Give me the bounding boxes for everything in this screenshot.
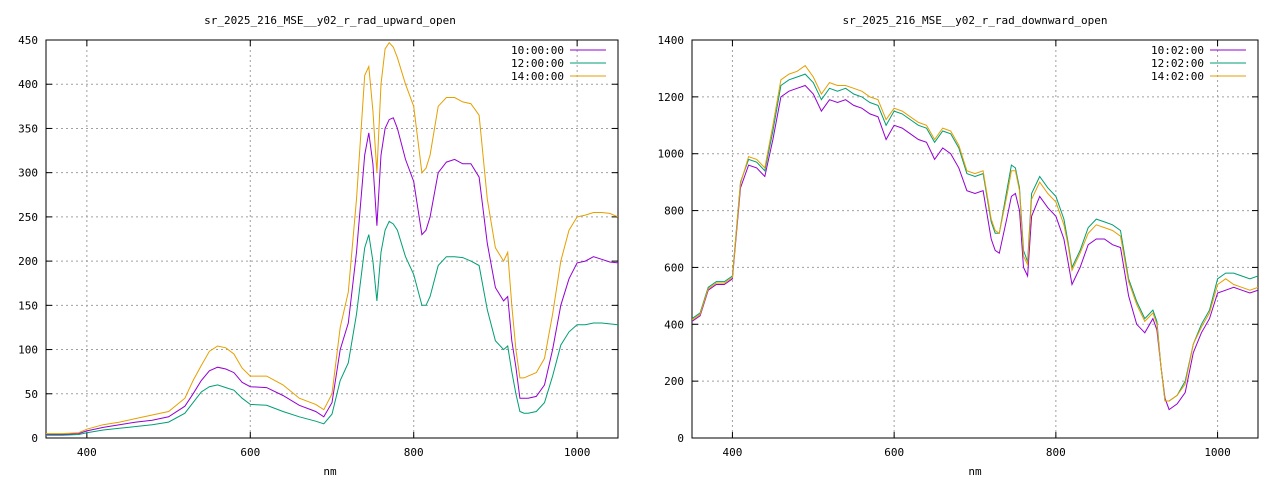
y-tick-label: 800	[664, 205, 684, 218]
x-axis-label: nm	[968, 465, 982, 478]
chart-title: sr_2025_216_MSE__y02_r_rad_upward_open	[204, 14, 456, 27]
y-tick-label: 100	[18, 344, 38, 357]
series-line-14-02-00	[692, 64, 1258, 402]
y-tick-label: 200	[664, 375, 684, 388]
x-tick-label: 400	[722, 446, 742, 459]
y-tick-label: 350	[18, 122, 38, 135]
y-tick-label: 1200	[658, 91, 685, 104]
y-tick-label: 0	[677, 432, 684, 445]
x-tick-label: 1000	[1204, 446, 1231, 459]
legend-label: 14:00:00	[511, 70, 564, 83]
chart-panel-2: sr_2025_216_MSE__y02_r_rad_downward_open…	[658, 14, 1259, 478]
y-tick-label: 400	[18, 78, 38, 91]
legend-label: 10:00:00	[511, 44, 564, 57]
x-tick-label: 400	[77, 446, 97, 459]
series-line-10-02-00	[692, 84, 1258, 411]
y-tick-label: 200	[18, 255, 38, 268]
y-tick-label: 1000	[658, 148, 685, 161]
series-line-10-00-00	[46, 117, 618, 435]
plot-frame	[691, 39, 1259, 439]
series-line-12-02-00	[692, 73, 1258, 402]
legend-label: 14:02:00	[1151, 70, 1204, 83]
y-tick-label: 150	[18, 299, 38, 312]
y-tick-label: 300	[18, 167, 38, 180]
x-tick-label: 800	[404, 446, 424, 459]
x-tick-label: 600	[240, 446, 260, 459]
chart-title: sr_2025_216_MSE__y02_r_rad_downward_open	[843, 14, 1108, 27]
chart-panel-1: sr_2025_216_MSE__y02_r_rad_upward_open 40…	[18, 14, 619, 478]
x-axis-label: nm	[323, 465, 337, 478]
legend-label: 12:00:00	[511, 57, 564, 70]
series-line-12-00-00	[46, 220, 618, 436]
y-tick-label: 400	[664, 318, 684, 331]
y-tick-label: 0	[31, 432, 38, 445]
y-tick-label: 50	[25, 388, 38, 401]
legend-label: 10:02:00	[1151, 44, 1204, 57]
plot-frame	[45, 39, 619, 439]
series-line-14-00-00	[46, 41, 618, 435]
y-tick-label: 600	[664, 261, 684, 274]
x-tick-label: 800	[1046, 446, 1066, 459]
x-tick-label: 600	[884, 446, 904, 459]
y-tick-label: 250	[18, 211, 38, 224]
y-tick-label: 1400	[658, 34, 685, 47]
x-tick-label: 1000	[564, 446, 591, 459]
legend-label: 12:02:00	[1151, 57, 1204, 70]
y-tick-label: 450	[18, 34, 38, 47]
